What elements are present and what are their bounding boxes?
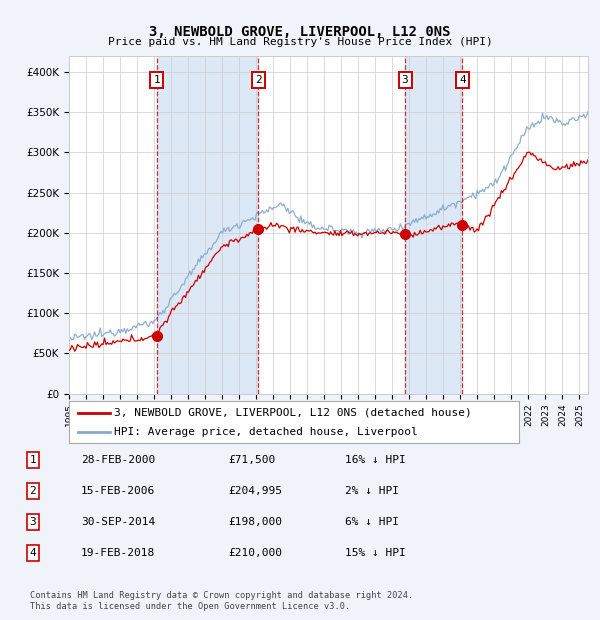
Text: 2% ↓ HPI: 2% ↓ HPI xyxy=(345,486,399,496)
Text: 6% ↓ HPI: 6% ↓ HPI xyxy=(345,517,399,527)
Text: 3: 3 xyxy=(401,75,409,85)
Text: 2: 2 xyxy=(29,486,37,496)
Text: £71,500: £71,500 xyxy=(228,455,275,465)
Text: 1: 1 xyxy=(29,455,37,465)
Text: 3, NEWBOLD GROVE, LIVERPOOL, L12 0NS: 3, NEWBOLD GROVE, LIVERPOOL, L12 0NS xyxy=(149,25,451,39)
Bar xyxy=(157,56,258,394)
Text: 1: 1 xyxy=(154,75,160,85)
Bar xyxy=(405,56,463,394)
Text: 2: 2 xyxy=(255,75,262,85)
Text: Contains HM Land Registry data © Crown copyright and database right 2024.
This d: Contains HM Land Registry data © Crown c… xyxy=(30,591,413,611)
Text: £198,000: £198,000 xyxy=(228,517,282,527)
Text: 16% ↓ HPI: 16% ↓ HPI xyxy=(345,455,406,465)
Text: 15% ↓ HPI: 15% ↓ HPI xyxy=(345,548,406,558)
Text: 4: 4 xyxy=(459,75,466,85)
Text: £204,995: £204,995 xyxy=(228,486,282,496)
Text: 28-FEB-2000: 28-FEB-2000 xyxy=(81,455,155,465)
Text: 3, NEWBOLD GROVE, LIVERPOOL, L12 0NS (detached house): 3, NEWBOLD GROVE, LIVERPOOL, L12 0NS (de… xyxy=(114,407,472,417)
Text: 3: 3 xyxy=(29,517,37,527)
Text: HPI: Average price, detached house, Liverpool: HPI: Average price, detached house, Live… xyxy=(114,427,418,437)
Text: 4: 4 xyxy=(29,548,37,558)
Text: 19-FEB-2018: 19-FEB-2018 xyxy=(81,548,155,558)
Text: 30-SEP-2014: 30-SEP-2014 xyxy=(81,517,155,527)
Text: Price paid vs. HM Land Registry's House Price Index (HPI): Price paid vs. HM Land Registry's House … xyxy=(107,37,493,47)
Text: £210,000: £210,000 xyxy=(228,548,282,558)
Text: 15-FEB-2006: 15-FEB-2006 xyxy=(81,486,155,496)
